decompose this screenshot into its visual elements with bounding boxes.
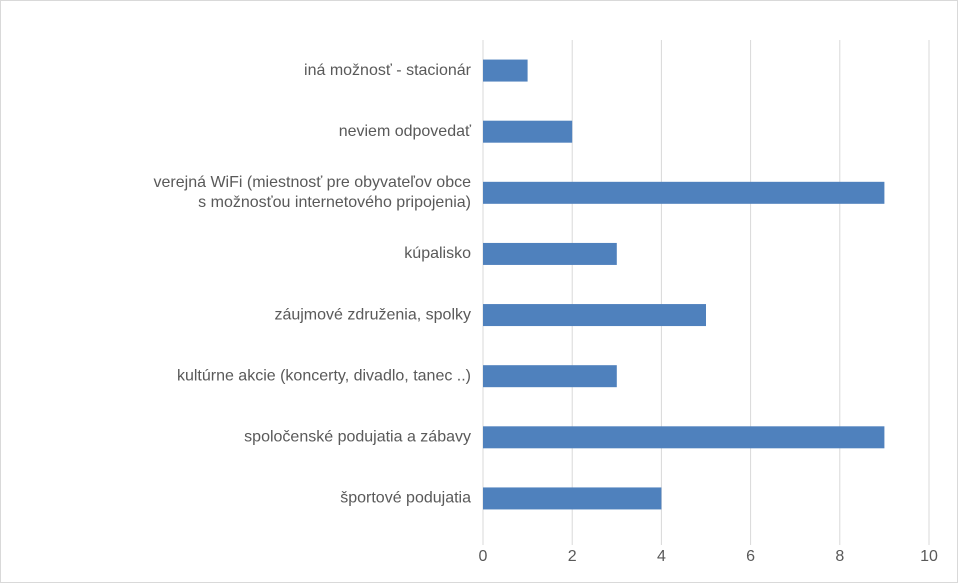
y-tick-label: kultúrne akcie (koncerty, divadlo, tanec… [177, 367, 471, 384]
x-tick-label: 2 [568, 548, 577, 565]
bar [483, 181, 885, 204]
x-tick-label: 8 [835, 548, 844, 565]
y-tick-label: kúpalisko [404, 245, 471, 262]
x-tick-label: 10 [920, 548, 938, 565]
y-tick-label: verejná WiFi (miestnosť pre obyvateľov o… [154, 174, 472, 211]
bar [483, 120, 573, 143]
y-tick-label: iná možnosť - stacionár [304, 62, 472, 79]
x-tick-label: 4 [657, 548, 666, 565]
x-tick-label: 0 [479, 548, 488, 565]
bar [483, 304, 706, 327]
y-tick-label: športové podujatia [340, 490, 471, 507]
bar [483, 365, 617, 388]
y-tick-label: záujmové združenia, spolky [274, 306, 471, 323]
bar [483, 242, 617, 265]
y-tick-label: spoločenské podujatia a zábavy [244, 429, 471, 446]
x-tick-label: 6 [746, 548, 755, 565]
bar [483, 487, 662, 510]
bar [483, 426, 885, 449]
y-tick-label: neviem odpovedať [339, 123, 472, 140]
bar [483, 59, 528, 82]
